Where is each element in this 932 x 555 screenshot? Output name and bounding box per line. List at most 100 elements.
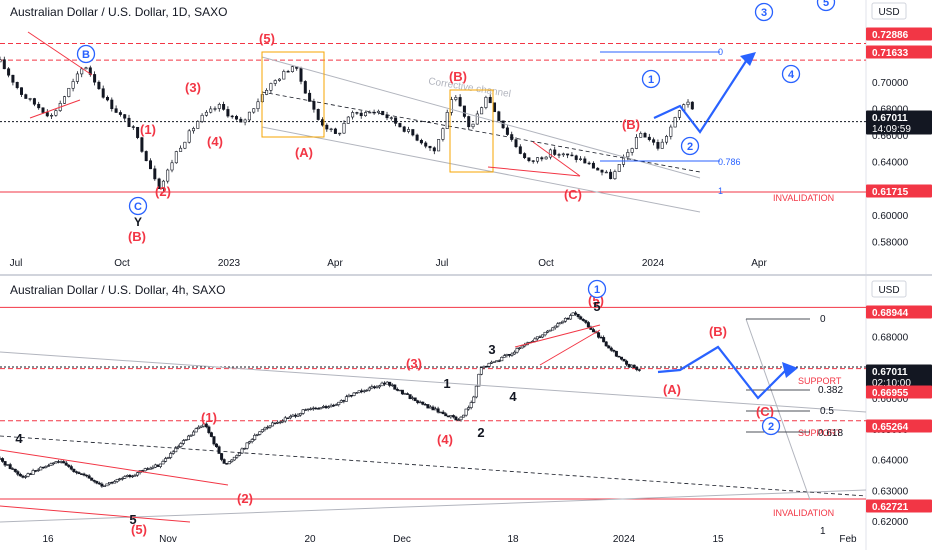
panel-1-data-point-7 bbox=[176, 150, 178, 152]
panel-2-data-point-15 bbox=[472, 400, 474, 402]
candle-body bbox=[143, 468, 147, 472]
panel-1-y-tick-6: 0.58000 bbox=[872, 237, 909, 248]
candle-body bbox=[446, 415, 450, 418]
candle-body bbox=[209, 432, 213, 437]
candle-body bbox=[432, 147, 436, 152]
panel-1-x-tick-3: Apr bbox=[327, 258, 343, 269]
panel-1-data-point-26 bbox=[611, 177, 613, 179]
panel-2-trend-1 bbox=[0, 449, 229, 486]
panel-2-price-label-1: 0.67011 bbox=[872, 367, 908, 378]
candle-body bbox=[462, 105, 466, 117]
panel-2-price-label-0: 0.68944 bbox=[872, 308, 909, 319]
candle-body bbox=[69, 466, 73, 470]
candle-body bbox=[118, 478, 122, 480]
candle-body bbox=[230, 115, 234, 118]
candle-body bbox=[591, 329, 595, 333]
panel-1-wave-label-2: (3) bbox=[185, 80, 201, 95]
candle-body bbox=[338, 132, 342, 135]
candle-body bbox=[276, 421, 280, 424]
panel-1-invalidation-label: INVALIDATION bbox=[773, 193, 834, 203]
candle-body bbox=[54, 461, 58, 464]
candle-body bbox=[273, 422, 277, 424]
candle-body bbox=[669, 126, 673, 137]
candle-body bbox=[557, 154, 561, 156]
panel-1-data-point-18 bbox=[434, 150, 436, 152]
candle-body bbox=[131, 126, 135, 128]
candle-body bbox=[561, 320, 565, 323]
candle-body bbox=[609, 171, 613, 180]
candle-body bbox=[183, 141, 187, 149]
candle-body bbox=[497, 111, 501, 122]
candle-body bbox=[23, 476, 27, 478]
candle-body bbox=[395, 388, 399, 391]
panel-1-data-point-27 bbox=[640, 131, 642, 133]
panel-2-wave-label-10: 3 bbox=[488, 342, 495, 357]
panel-1-x-tick-0: Jul bbox=[10, 258, 23, 269]
candle-body bbox=[8, 464, 12, 469]
panel-1-countdown: 14:09:59 bbox=[872, 124, 911, 135]
candle-body bbox=[479, 367, 483, 375]
panel-1-measure-box-2 bbox=[449, 89, 494, 173]
candle-body bbox=[474, 385, 478, 398]
panel-2-projection-arrow bbox=[782, 362, 798, 378]
panel-2-currency-button[interactable]: USD bbox=[871, 280, 907, 298]
candle-body bbox=[187, 130, 191, 143]
panel-1-wave-label-6: (A) bbox=[295, 145, 313, 160]
candle-body bbox=[226, 109, 230, 117]
candle-body bbox=[283, 417, 287, 422]
candle-body bbox=[471, 123, 475, 128]
candle-body bbox=[388, 381, 392, 386]
candle-body bbox=[245, 442, 249, 449]
candle-body bbox=[543, 331, 547, 336]
panel-2-data-point-3 bbox=[101, 485, 103, 487]
candle-body bbox=[110, 99, 114, 109]
candle-body bbox=[237, 452, 241, 456]
panel-2-fib-label-0: 0 bbox=[820, 314, 826, 325]
candle-body bbox=[600, 169, 604, 173]
candle-body bbox=[15, 81, 19, 88]
candle-body bbox=[329, 128, 333, 131]
candle-body bbox=[518, 347, 522, 349]
candle-body bbox=[514, 139, 518, 148]
panel-1-wave-label-4: (1) bbox=[140, 122, 156, 137]
candle-body bbox=[176, 446, 180, 449]
candle-body bbox=[220, 453, 224, 460]
candle-body bbox=[140, 137, 144, 152]
candle-body bbox=[398, 123, 402, 128]
panel-1-currency-button[interactable]: USD bbox=[871, 2, 907, 20]
candle-body bbox=[656, 142, 660, 149]
candle-body bbox=[352, 392, 356, 396]
panel-1-data-point-15 bbox=[348, 114, 350, 116]
candle-body bbox=[428, 406, 432, 409]
candle-body bbox=[0, 59, 2, 63]
candle-body bbox=[273, 80, 277, 84]
candle-body bbox=[329, 404, 333, 408]
candle-body bbox=[174, 151, 178, 164]
panel-2-data-point-13 bbox=[421, 403, 423, 405]
candle-body bbox=[569, 315, 573, 320]
candle-body bbox=[213, 108, 217, 110]
panel-2-fib-label-1: 0.382 bbox=[818, 385, 843, 396]
panel-2-x-tick-7: Feb bbox=[839, 534, 857, 545]
candle-body bbox=[1, 458, 5, 462]
panel-1-data-point-30 bbox=[695, 121, 697, 123]
panel-2-x-tick-0: 16 bbox=[42, 534, 54, 545]
panel-1-measure-box-1 bbox=[261, 51, 325, 138]
panel-2-trend-3 bbox=[514, 324, 601, 348]
panel-1-candles bbox=[0, 56, 694, 192]
candle-body bbox=[413, 397, 417, 402]
candle-body bbox=[123, 114, 127, 119]
candle-body bbox=[411, 129, 415, 136]
panel-2-price-label-4: 0.62721 bbox=[872, 502, 909, 513]
candle-body bbox=[553, 325, 557, 329]
candle-body bbox=[411, 397, 415, 399]
candle-body bbox=[445, 112, 449, 129]
panel-1-wave-label-0: (5) bbox=[259, 31, 275, 46]
panel-2-wave-label-13: 4 bbox=[15, 431, 23, 446]
candle-body bbox=[184, 439, 188, 441]
panel-2-wave-label-6: (B) bbox=[709, 324, 727, 339]
candle-body bbox=[7, 68, 11, 76]
panel-1-data-point-4 bbox=[107, 101, 109, 103]
candle-body bbox=[643, 133, 647, 138]
